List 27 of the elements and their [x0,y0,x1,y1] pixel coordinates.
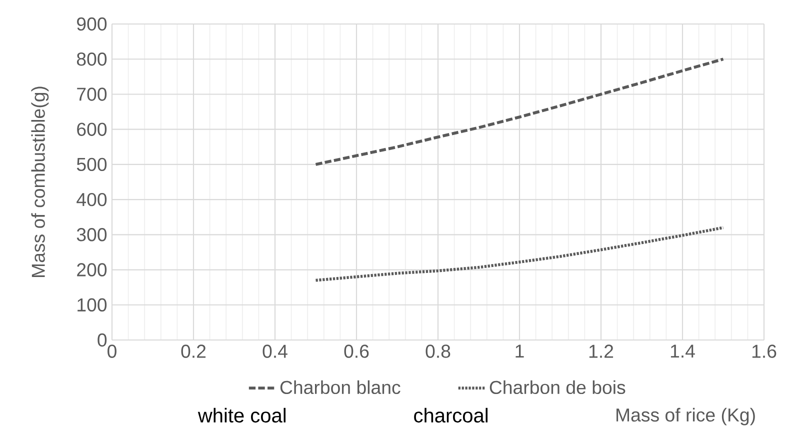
x-tick-label: 0.4 [262,344,288,358]
y-tick-label: 500 [76,158,107,172]
text: white coal [198,408,286,423]
x-tick-label: 0 [108,344,116,358]
legend-label: Charbon de bois [490,380,626,394]
y-tick-label: 0 [98,333,107,347]
y-axis-title: Mass of combustible(g) [31,86,49,277]
legend-label: Charbon blanc [280,380,400,394]
x-tick-label: 1 [516,344,524,358]
x-tick-label: 1.6 [752,344,776,358]
y-tick-label: 900 [77,17,107,31]
x-tick-label: 1.4 [670,344,695,358]
y-tick-label: 600 [77,122,107,136]
y-tick-label: 700 [77,88,107,101]
x-tick-label: 0.2 [181,344,206,358]
text: charcoal [414,408,488,423]
y-tick-label: 200 [77,263,107,276]
y-tick-label: 800 [76,52,107,66]
x-tick-label: 0.6 [344,344,369,358]
x-axis-title: Mass of rice (Kg) [616,408,755,426]
y-tick-label: 100 [78,298,107,312]
line-series [314,226,725,282]
x-tick-label: 0.8 [426,344,450,358]
y-tick-label: 300 [76,228,107,242]
y-tick-label: 400 [76,192,107,206]
line-series [314,58,725,166]
x-tick-label: 1.2 [589,344,614,358]
